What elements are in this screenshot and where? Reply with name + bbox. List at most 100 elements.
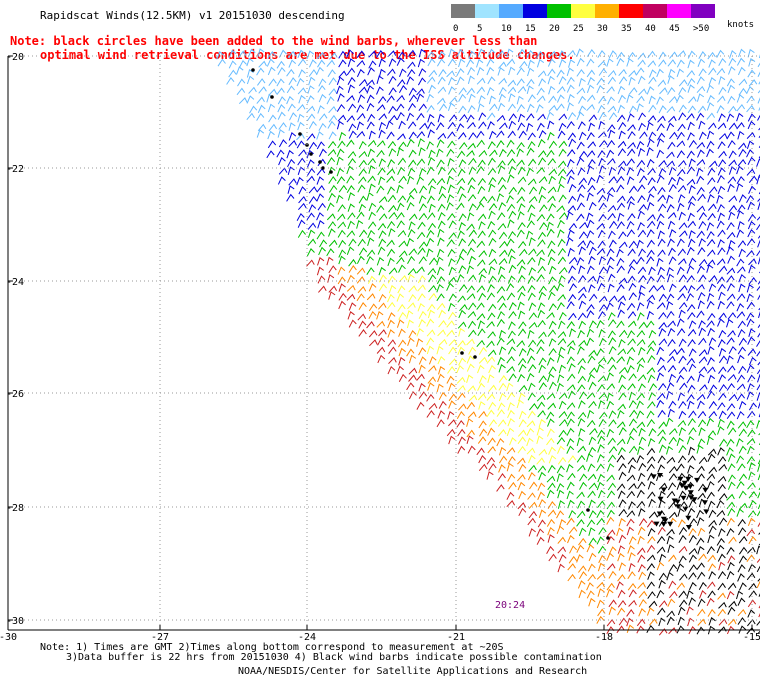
wind-barb [467,212,475,221]
wind-barb [538,285,547,294]
wind-barb [588,510,597,519]
wind-barb [607,330,616,339]
wind-barb [346,293,356,301]
wind-barb [538,471,546,481]
wind-barb [748,264,756,274]
wind-barb [697,291,706,301]
wind-barb [678,410,687,420]
wind-barb [706,102,715,111]
wind-barb [466,374,474,384]
wind-barb [558,175,566,185]
wind-barb [547,534,555,543]
wind-barb [498,61,507,69]
wind-barb [656,149,665,158]
wind-barb [488,419,498,427]
wind-barb [627,248,636,256]
wind-barb [499,122,508,130]
wind-barb [606,463,615,472]
wind-barb [508,210,517,219]
wind-barb [366,267,375,275]
wind-barb [556,302,565,311]
wind-barb [438,320,447,328]
wind-barb [488,237,497,246]
wind-barb [698,327,707,336]
wind-barb [476,447,485,456]
wind-barb [418,195,427,204]
wind-barb [719,438,728,447]
wind-barb [438,211,446,221]
wind-barb [598,400,606,409]
wind-barb [448,220,457,229]
wind-barb [507,79,517,87]
wind-barb [746,301,755,310]
wind-barb [678,526,688,535]
wind-barb [658,482,668,490]
wind-barb [666,382,675,391]
wind-barb [738,546,748,555]
wind-barb [747,410,756,419]
wind-barb [646,158,655,168]
wind-barb [436,383,444,393]
wind-barb [738,78,748,86]
wind-barb [736,480,745,489]
wind-barb [666,105,676,114]
wind-barb [506,139,515,148]
wind-barb [736,311,746,319]
wind-barb [706,238,716,247]
wind-barb [287,50,297,59]
wind-barb [588,499,596,509]
wind-barb [718,366,727,374]
wind-barb [666,445,674,455]
wind-barb [558,122,567,132]
wind-barb [368,130,376,140]
wind-barb [527,355,536,364]
wind-barb [367,148,376,157]
wind-barb [697,400,705,409]
wind-barb [546,428,555,437]
wind-barb [528,382,536,392]
wind-barb [346,165,354,175]
wind-barb [348,258,357,267]
wind-barb [646,121,654,131]
wind-barb [596,581,605,589]
wind-barb [748,536,757,545]
wind-barb [756,285,760,291]
degraded-retrieval-marker [586,508,590,512]
wind-barb [228,69,237,78]
wind-barb [676,176,684,186]
wind-barb [526,420,536,428]
wind-barb [506,491,515,500]
wind-barb [716,276,726,285]
wind-barb [417,247,426,255]
wind-barb [428,402,438,410]
wind-barb [337,229,346,238]
wind-barb [358,150,368,158]
wind-barb [646,581,655,590]
wind-barb [746,437,756,445]
wind-barb [598,418,607,427]
wind-barb [716,258,726,266]
wind-barb [487,48,496,57]
wind-barb [747,213,757,222]
wind-barb [647,527,656,537]
wind-barb [277,111,286,120]
wind-barb [508,373,517,382]
wind-barb [526,347,535,356]
wind-barb [588,436,597,445]
wind-barb [698,456,708,465]
wind-barb [738,248,746,258]
wind-barb [507,409,515,419]
wind-barb [726,403,736,411]
wind-barb [656,138,665,147]
wind-flag-marker [650,474,657,480]
wind-barb [546,312,555,320]
wind-barb [756,175,760,185]
wind-barb [728,105,737,114]
wind-barb [286,85,295,94]
wind-barb [698,349,708,357]
wind-barb [527,492,536,500]
wind-barb [487,121,495,130]
wind-barb [446,320,455,328]
wind-barb [528,237,536,246]
